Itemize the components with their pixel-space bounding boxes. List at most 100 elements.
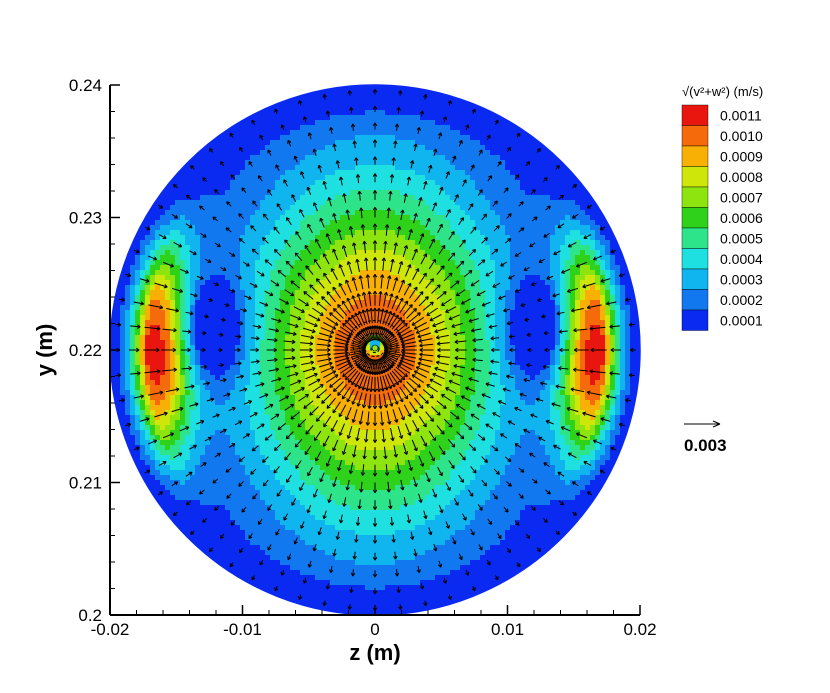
contour-cell [300, 355, 306, 361]
contour-cell [315, 220, 321, 226]
contour-cell [285, 190, 291, 196]
contour-cell [335, 590, 341, 596]
contour-cell [130, 435, 136, 441]
contour-cell [390, 160, 396, 166]
contour-cell [265, 450, 271, 456]
contour-cell [235, 125, 241, 131]
contour-cell [185, 360, 191, 366]
contour-cell [110, 320, 116, 326]
contour-cell [360, 180, 366, 186]
contour-cell [305, 145, 311, 151]
contour-cell [200, 400, 206, 406]
contour-cell [250, 555, 256, 561]
contour-cell [260, 395, 266, 401]
contour-cell [375, 485, 381, 491]
contour-cell [325, 180, 331, 186]
contour-cell [375, 330, 381, 336]
contour-cell [355, 180, 361, 186]
contour-cell [380, 180, 386, 186]
contour-cell [290, 525, 296, 531]
contour-cell [115, 360, 121, 366]
contour-cell [270, 235, 276, 241]
contour-cell [200, 300, 206, 306]
contour-cell [345, 105, 351, 111]
contour-cell [390, 465, 396, 471]
contour-cell [375, 605, 381, 611]
contour-cell [210, 220, 216, 226]
contour-cell [195, 290, 201, 296]
contour-cell [355, 505, 361, 511]
contour-cell [355, 240, 361, 246]
contour-cell [310, 395, 316, 401]
contour-cell [250, 315, 256, 321]
contour-cell [355, 495, 361, 501]
contour-cell [215, 245, 221, 251]
contour-cell [265, 470, 271, 476]
contour-cell [250, 550, 256, 556]
contour-cell [295, 185, 301, 191]
contour-cell [210, 470, 216, 476]
contour-cell [265, 135, 271, 141]
contour-cell [330, 140, 336, 146]
contour-cell [155, 270, 161, 276]
contour-cell [380, 115, 386, 121]
contour-cell [235, 480, 241, 486]
contour-cell [385, 150, 391, 156]
contour-cell [150, 370, 156, 376]
contour-cell [280, 280, 286, 286]
contour-cell [245, 480, 251, 486]
contour-cell [195, 260, 201, 266]
contour-cell [315, 85, 321, 91]
contour-cell [150, 430, 156, 436]
contour-cell [285, 110, 291, 116]
contour-cell [375, 100, 381, 106]
contour-cell [135, 290, 141, 296]
contour-cell [220, 540, 226, 546]
contour-cell [360, 220, 366, 226]
contour-cell [375, 610, 381, 615]
contour-cell [215, 275, 221, 281]
contour-cell [240, 415, 246, 421]
contour-cell [180, 525, 186, 531]
contour-cell [285, 375, 291, 381]
contour-cell [280, 140, 286, 146]
contour-cell [320, 265, 326, 271]
contour-cell [370, 355, 376, 361]
contour-cell [325, 490, 331, 496]
contour-cell [330, 210, 336, 216]
contour-cell [215, 430, 221, 436]
contour-cell [320, 250, 326, 256]
contour-cell [125, 260, 131, 266]
contour-cell [115, 345, 121, 351]
contour-cell [280, 265, 286, 271]
contour-cell [130, 355, 136, 361]
contour-cell [125, 320, 131, 326]
contour-cell [310, 425, 316, 431]
contour-cell [175, 225, 181, 231]
contour-cell [130, 265, 136, 271]
contour-cell [310, 550, 316, 556]
contour-cell [255, 195, 261, 201]
contour-cell [305, 165, 311, 171]
contour-cell [300, 155, 306, 161]
contour-cell [255, 115, 261, 121]
contour-cell [330, 130, 336, 136]
contour-cell [290, 405, 296, 411]
contour-cell [370, 180, 376, 186]
contour-cell [165, 285, 171, 291]
contour-cell [390, 265, 396, 271]
contour-cell [200, 370, 206, 376]
contour-cell [360, 255, 366, 261]
contour-cell [155, 490, 161, 496]
contour-cell [145, 420, 151, 426]
contour-cell [195, 475, 201, 481]
contour-cell [240, 515, 246, 521]
contour-cell [230, 255, 236, 261]
contour-cell [375, 340, 381, 346]
contour-cell [135, 305, 141, 311]
contour-cell [355, 320, 361, 326]
contour-cell [325, 280, 331, 286]
contour-cell [145, 335, 151, 341]
contour-cell [280, 175, 286, 181]
contour-cell [385, 570, 391, 576]
